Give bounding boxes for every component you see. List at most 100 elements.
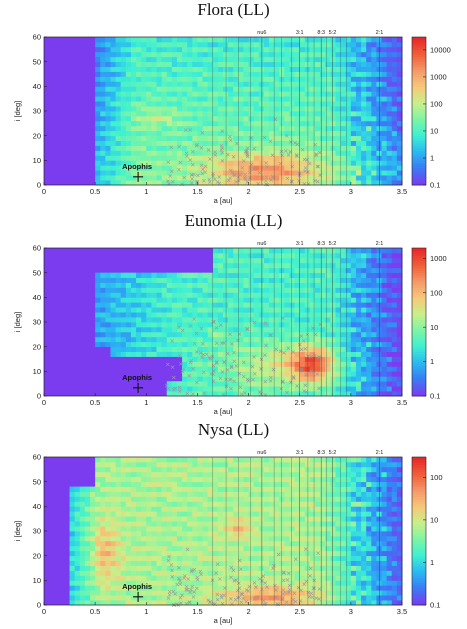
heatmap-cell <box>366 120 372 127</box>
heatmap-cell <box>274 37 280 43</box>
heatmap-cell <box>166 341 173 348</box>
heatmap-cell <box>141 466 147 473</box>
heatmap-cell <box>340 76 347 82</box>
heatmap-cell <box>279 101 285 107</box>
heatmap-cell <box>289 91 295 97</box>
heatmap-cell <box>258 326 265 333</box>
heatmap-cell <box>161 496 168 502</box>
heatmap-cell <box>294 155 301 161</box>
heatmap-cell <box>304 145 311 151</box>
heatmap-cell <box>238 386 244 392</box>
heatmap-cell <box>176 521 183 527</box>
heatmap-cell <box>212 150 219 156</box>
heatmap-cell <box>202 297 209 303</box>
heatmap-cell <box>243 560 249 566</box>
heatmap-cell <box>315 120 321 127</box>
heatmap-cell <box>202 150 209 156</box>
heatmap-cell <box>125 516 132 522</box>
heatmap-cell <box>151 322 157 328</box>
heatmap-cell <box>386 91 393 97</box>
heatmap-cell <box>325 140 331 146</box>
heatmap-cell <box>187 575 193 581</box>
heatmap-cell <box>141 545 147 552</box>
colorbar-step <box>412 162 426 166</box>
colorbar-step <box>412 255 426 259</box>
heatmap-cell <box>105 341 111 348</box>
heatmap-cell <box>207 531 214 537</box>
heatmap-cell <box>176 292 183 298</box>
heatmap-cell <box>217 56 224 63</box>
heatmap-cell <box>355 326 362 333</box>
scatter-marker <box>232 173 237 178</box>
heatmap-cell <box>151 302 157 308</box>
heatmap-cell <box>396 331 403 338</box>
heatmap-cell <box>151 170 157 176</box>
heatmap-cell <box>223 526 229 532</box>
heatmap-cell <box>238 267 244 274</box>
heatmap-cell <box>136 125 142 132</box>
heatmap-cell <box>125 521 132 527</box>
heatmap-cell <box>171 312 178 318</box>
resonance-lines <box>212 37 380 185</box>
heatmap-cell <box>381 248 388 254</box>
heatmap-cell <box>381 287 388 293</box>
scatter-marker <box>270 153 275 158</box>
heatmap-cell <box>274 41 280 48</box>
heatmap-cell <box>187 506 193 512</box>
heatmap-cell <box>125 61 132 67</box>
heatmap-cell <box>161 91 168 97</box>
heatmap-cell <box>228 496 234 502</box>
heatmap-cell <box>151 297 157 303</box>
heatmap-cell <box>105 125 111 132</box>
heatmap-cell <box>192 346 198 352</box>
heatmap-cell <box>130 501 137 507</box>
heatmap-cell <box>217 41 224 48</box>
heatmap-cell <box>217 496 224 502</box>
heatmap-cell <box>130 96 137 102</box>
heatmap-cell <box>202 326 209 333</box>
heatmap-cell <box>304 312 311 318</box>
heatmap-cell <box>125 555 132 561</box>
heatmap-cell <box>171 540 178 547</box>
heatmap-cell <box>217 521 224 527</box>
heatmap-cell <box>125 565 132 571</box>
heatmap-cell <box>355 277 362 283</box>
heatmap-cell <box>381 386 388 392</box>
heatmap-cell <box>197 391 203 397</box>
heatmap-cell <box>315 150 321 156</box>
heatmap-cell <box>325 386 331 392</box>
heatmap-cell <box>371 37 377 43</box>
heatmap-cell <box>263 336 270 343</box>
heatmap-cell <box>263 331 270 338</box>
heatmap-cell <box>176 580 183 586</box>
heatmap-cell <box>315 361 321 367</box>
heatmap-cell <box>335 356 342 362</box>
heatmap-cell <box>233 282 239 288</box>
heatmap-cell <box>386 317 393 323</box>
heatmap-cell <box>120 580 127 586</box>
heatmap-cell <box>263 302 270 308</box>
heatmap-cell <box>294 120 301 127</box>
scatter-marker <box>245 327 250 332</box>
scatter-marker <box>220 370 225 374</box>
heatmap-cell <box>258 175 265 181</box>
scatter-marker <box>317 355 321 359</box>
heatmap-cell <box>120 585 127 591</box>
heatmap-cell <box>320 170 326 176</box>
heatmap-cell <box>161 66 168 72</box>
heatmap-cell <box>284 391 290 397</box>
heatmap-cell <box>376 150 382 156</box>
heatmap-cell <box>330 351 336 357</box>
heatmap-cell <box>304 165 311 171</box>
heatmap-cell <box>294 297 301 303</box>
heatmap-cell <box>187 302 193 308</box>
apophis-marker <box>133 171 144 182</box>
heatmap-cell <box>156 481 163 487</box>
heatmap-cell <box>136 466 142 473</box>
resonance-label: 3:1 <box>296 241 304 247</box>
heatmap-cell <box>212 570 219 576</box>
scatter-marker <box>262 135 267 140</box>
heatmap-cell <box>192 91 198 97</box>
heatmap-cell <box>130 61 137 67</box>
heatmap-cell <box>146 302 152 308</box>
